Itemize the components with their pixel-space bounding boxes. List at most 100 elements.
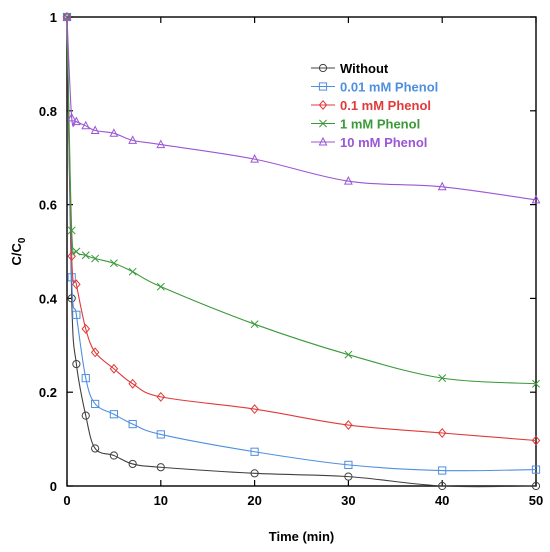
x-tick-label: 10 (154, 493, 168, 508)
x-tick-label: 0 (63, 493, 70, 508)
data-point (250, 469, 259, 478)
plot-frame (66, 16, 537, 487)
data-point (128, 459, 137, 469)
legend-marker (318, 100, 328, 110)
data-point (62, 11, 72, 21)
y-tick-label: 0.4 (39, 291, 58, 306)
y-tick-label: 0.6 (39, 198, 57, 213)
data-point (91, 399, 100, 409)
series-line (66, 16, 537, 385)
legend-marker (318, 82, 328, 91)
y-tick-label: 0.8 (39, 104, 57, 119)
data-point (67, 251, 76, 262)
data-point (72, 359, 81, 369)
series-layer (62, 11, 541, 491)
data-point (156, 139, 166, 149)
legend-label: 10 mM Phenol (340, 135, 427, 150)
y-axis-title-main: C/C (9, 242, 24, 265)
legend-label: 0.01 mM Phenol (340, 80, 438, 95)
data-point (250, 320, 259, 329)
y-tick-label: 1 (50, 10, 57, 25)
legend-marker (319, 119, 327, 128)
data-point (437, 181, 447, 191)
data-point (344, 420, 353, 430)
legend-label: Without (340, 61, 389, 76)
data-point (156, 282, 165, 291)
series-3 (63, 13, 540, 388)
data-point (109, 259, 118, 268)
data-point (81, 251, 90, 260)
data-point (91, 254, 100, 263)
series-2 (62, 12, 541, 446)
data-point (437, 428, 447, 438)
series-line (66, 16, 537, 201)
data-point (109, 410, 119, 419)
x-tick-label: 20 (247, 493, 261, 508)
data-point (532, 379, 540, 388)
series-line (66, 16, 537, 472)
data-point (72, 247, 81, 256)
data-point (438, 481, 447, 491)
data-point (128, 378, 137, 389)
data-point (250, 447, 259, 456)
x-tick-label: 50 (529, 493, 543, 508)
data-point (81, 374, 90, 383)
data-point (128, 135, 138, 144)
data-point (344, 350, 353, 359)
legend-marker (318, 136, 328, 146)
y-axis-title-subscript: 0 (17, 237, 28, 243)
legend-entry: 1 mM Phenol (311, 117, 420, 132)
data-point (72, 279, 81, 290)
data-point (72, 310, 81, 319)
data-point (250, 154, 260, 163)
x-tick-label: 30 (341, 493, 355, 508)
data-point (343, 176, 353, 185)
legend-label: 1 mM Phenol (340, 117, 420, 132)
data-point (67, 112, 77, 122)
series-4 (62, 11, 541, 204)
data-point (438, 466, 447, 475)
legend: Without 0.01 mM Phenol 0.1 mM Phenol 1 mM P… (311, 61, 438, 150)
data-point (109, 128, 119, 137)
data-point (344, 460, 353, 469)
legend-marker (318, 63, 328, 73)
data-point (81, 120, 91, 130)
series-line (66, 16, 537, 488)
data-point (128, 267, 137, 276)
data-point (91, 444, 100, 453)
series-line (66, 16, 537, 442)
legend-entry: Without (311, 61, 389, 76)
y-tick-label: 0.2 (39, 385, 57, 400)
legend-entry: 0.1 mM Phenol (311, 98, 431, 113)
data-point (90, 347, 100, 358)
data-point (90, 125, 100, 134)
data-point (531, 435, 541, 446)
legend-entry: 10 mM Phenol (311, 135, 427, 150)
data-point (156, 391, 166, 402)
legend-entry: 0.01 mM Phenol (311, 80, 438, 95)
data-point (67, 273, 76, 282)
data-point (81, 323, 91, 334)
data-point (109, 363, 119, 374)
data-point (81, 411, 90, 420)
y-axis-title: C/C0 (9, 237, 28, 265)
axis-ticks: 0 10 20 30 40 50 0 0.2 0.4 0.6 0.8 1 (39, 10, 543, 508)
data-point (109, 451, 119, 460)
data-point (531, 481, 541, 491)
series-0 (62, 12, 541, 491)
data-point (531, 465, 541, 474)
data-point (67, 226, 76, 235)
data-point (438, 374, 447, 383)
legend-label: 0.1 mM Phenol (340, 98, 431, 113)
data-point (67, 294, 76, 303)
y-tick-label: 0 (50, 479, 57, 494)
data-point (71, 116, 81, 126)
data-point (344, 472, 353, 481)
series-1 (62, 12, 541, 475)
x-axis-title: Time (min) (269, 529, 335, 544)
data-point (156, 430, 165, 439)
data-point (128, 419, 137, 429)
x-tick-label: 40 (435, 493, 449, 508)
data-point (156, 463, 165, 472)
data-point (531, 194, 541, 204)
